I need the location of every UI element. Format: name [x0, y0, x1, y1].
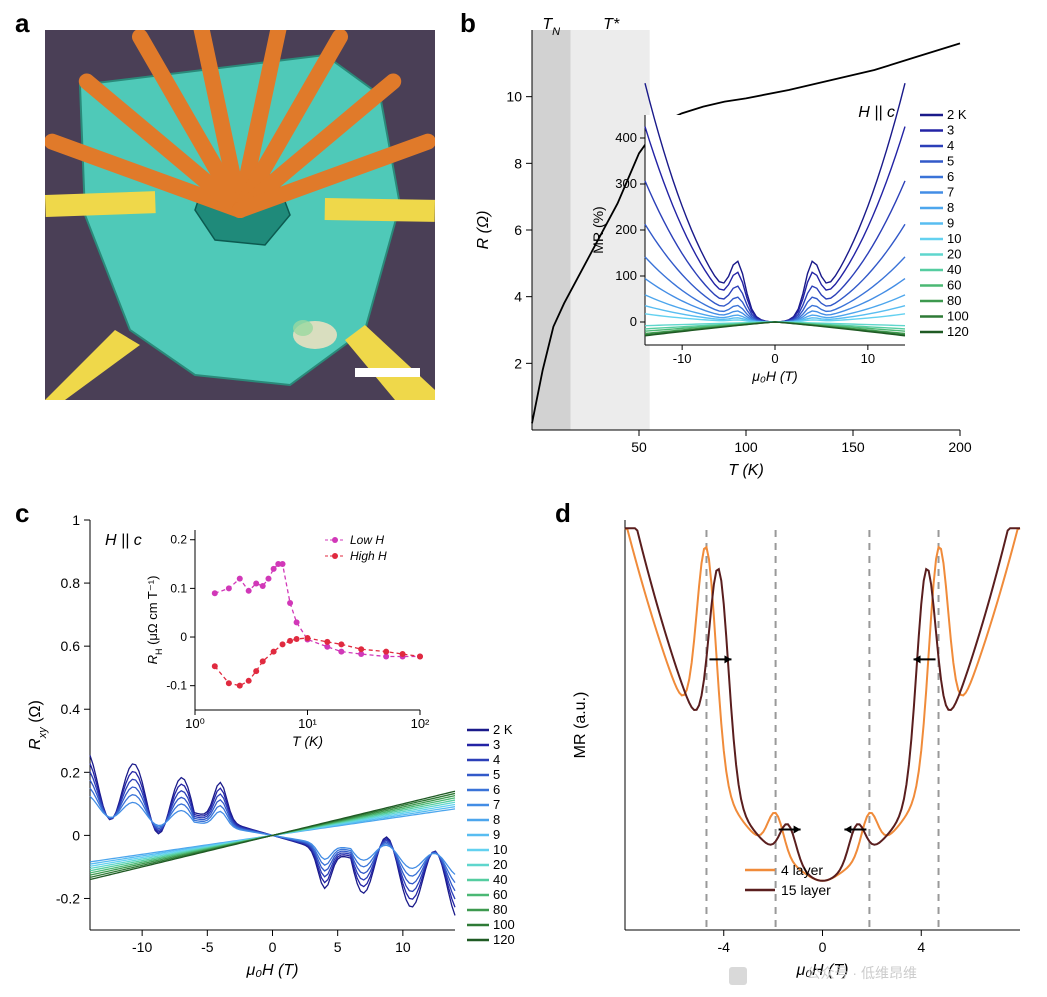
svg-text:0: 0	[269, 939, 277, 955]
svg-text:3: 3	[493, 737, 500, 752]
svg-text:10: 10	[861, 351, 875, 366]
svg-text:40: 40	[947, 262, 961, 277]
svg-text:0.1: 0.1	[170, 581, 187, 595]
svg-text:40: 40	[493, 872, 507, 887]
svg-text:0.2: 0.2	[170, 533, 187, 547]
svg-text:6: 6	[514, 222, 522, 238]
svg-text:High H: High H	[350, 549, 387, 563]
svg-text:7: 7	[493, 797, 500, 812]
svg-text:Rxy (Ω): Rxy (Ω)	[27, 700, 49, 750]
svg-text:20: 20	[947, 247, 961, 262]
svg-text:60: 60	[493, 887, 507, 902]
svg-text:H || c: H || c	[105, 532, 142, 549]
svg-text:0: 0	[771, 351, 778, 366]
svg-text:0: 0	[72, 827, 80, 843]
svg-text:0.2: 0.2	[61, 764, 81, 780]
watermark-text: 公众号 · 低维昂维	[807, 963, 917, 983]
svg-text:8: 8	[493, 812, 500, 827]
svg-text:μ₀H (T): μ₀H (T)	[246, 962, 299, 979]
svg-text:100: 100	[947, 309, 969, 324]
panel-c-chart: -10 -5 0 5 10 -0.2 0 0.2 0.4 0.6 0.8 1 μ₀H (T) Rxy (Ω…	[20, 500, 540, 990]
panel-d-chart: -404μ₀H (T)MR (a.u.)4 layer15 layer	[560, 500, 1040, 990]
svg-text:0: 0	[180, 630, 187, 644]
svg-text:4 layer: 4 layer	[781, 862, 823, 878]
svg-text:200: 200	[615, 222, 637, 237]
svg-text:MR (%): MR (%)	[590, 206, 606, 253]
svg-text:4: 4	[493, 752, 500, 767]
svg-text:400: 400	[615, 130, 637, 145]
svg-text:1: 1	[72, 512, 80, 528]
svg-text:5: 5	[334, 939, 342, 955]
svg-text:μ₀H (T): μ₀H (T)	[751, 368, 797, 384]
svg-text:10¹: 10¹	[298, 716, 317, 731]
svg-text:H || c: H || c	[858, 104, 895, 121]
svg-text:0: 0	[630, 314, 637, 329]
svg-text:200: 200	[948, 439, 972, 455]
svg-text:120: 120	[947, 324, 969, 339]
svg-text:120: 120	[493, 932, 515, 947]
svg-text:10: 10	[947, 231, 961, 246]
svg-text:0: 0	[819, 939, 827, 955]
svg-text:300: 300	[615, 176, 637, 191]
svg-text:T (K): T (K)	[292, 733, 323, 749]
svg-text:Low H: Low H	[350, 533, 384, 547]
panel-b-chart: TNT*50100150200246810T (K)R (Ω)-10010010…	[470, 10, 1040, 490]
svg-text:3: 3	[947, 123, 954, 138]
svg-text:-10: -10	[673, 351, 692, 366]
svg-text:5: 5	[493, 767, 500, 782]
svg-text:-5: -5	[201, 939, 214, 955]
svg-text:6: 6	[493, 782, 500, 797]
svg-text:2 K: 2 K	[947, 107, 967, 122]
svg-text:4: 4	[917, 939, 925, 955]
svg-text:10: 10	[395, 939, 411, 955]
svg-text:MR (a.u.): MR (a.u.)	[572, 692, 589, 759]
svg-text:-4: -4	[718, 939, 731, 955]
svg-text:-10: -10	[132, 939, 152, 955]
svg-text:9: 9	[947, 216, 954, 231]
svg-text:-0.1: -0.1	[166, 679, 187, 693]
svg-text:R (Ω): R (Ω)	[475, 211, 492, 250]
svg-text:9: 9	[493, 827, 500, 842]
svg-text:10: 10	[493, 842, 507, 857]
svg-text:10²: 10²	[411, 716, 430, 731]
svg-text:15 layer: 15 layer	[781, 882, 831, 898]
svg-text:100: 100	[734, 439, 758, 455]
svg-text:6: 6	[947, 169, 954, 184]
svg-text:4: 4	[947, 138, 954, 153]
svg-text:0.4: 0.4	[61, 701, 81, 717]
svg-text:10: 10	[506, 89, 522, 105]
svg-text:0.8: 0.8	[61, 575, 81, 591]
svg-text:100: 100	[615, 268, 637, 283]
svg-text:4: 4	[514, 289, 522, 305]
svg-text:8: 8	[947, 200, 954, 215]
svg-text:50: 50	[631, 439, 647, 455]
panel-label-a: a	[15, 8, 29, 39]
svg-text:T*: T*	[603, 16, 620, 33]
svg-text:0.6: 0.6	[61, 638, 81, 654]
panel-a-micrograph	[45, 30, 435, 400]
svg-text:2 K: 2 K	[493, 722, 513, 737]
svg-text:8: 8	[514, 155, 522, 171]
svg-text:2: 2	[514, 355, 522, 371]
svg-text:80: 80	[493, 902, 507, 917]
svg-text:150: 150	[841, 439, 865, 455]
svg-text:T (K): T (K)	[728, 462, 764, 479]
svg-text:80: 80	[947, 293, 961, 308]
svg-text:RH (μΩ cm T⁻¹): RH (μΩ cm T⁻¹)	[145, 576, 164, 665]
svg-text:-0.2: -0.2	[56, 890, 80, 906]
svg-text:7: 7	[947, 185, 954, 200]
watermark-icon	[729, 967, 747, 985]
svg-text:20: 20	[493, 857, 507, 872]
svg-text:10⁰: 10⁰	[185, 716, 205, 731]
svg-text:5: 5	[947, 154, 954, 169]
svg-text:60: 60	[947, 278, 961, 293]
svg-text:100: 100	[493, 917, 515, 932]
